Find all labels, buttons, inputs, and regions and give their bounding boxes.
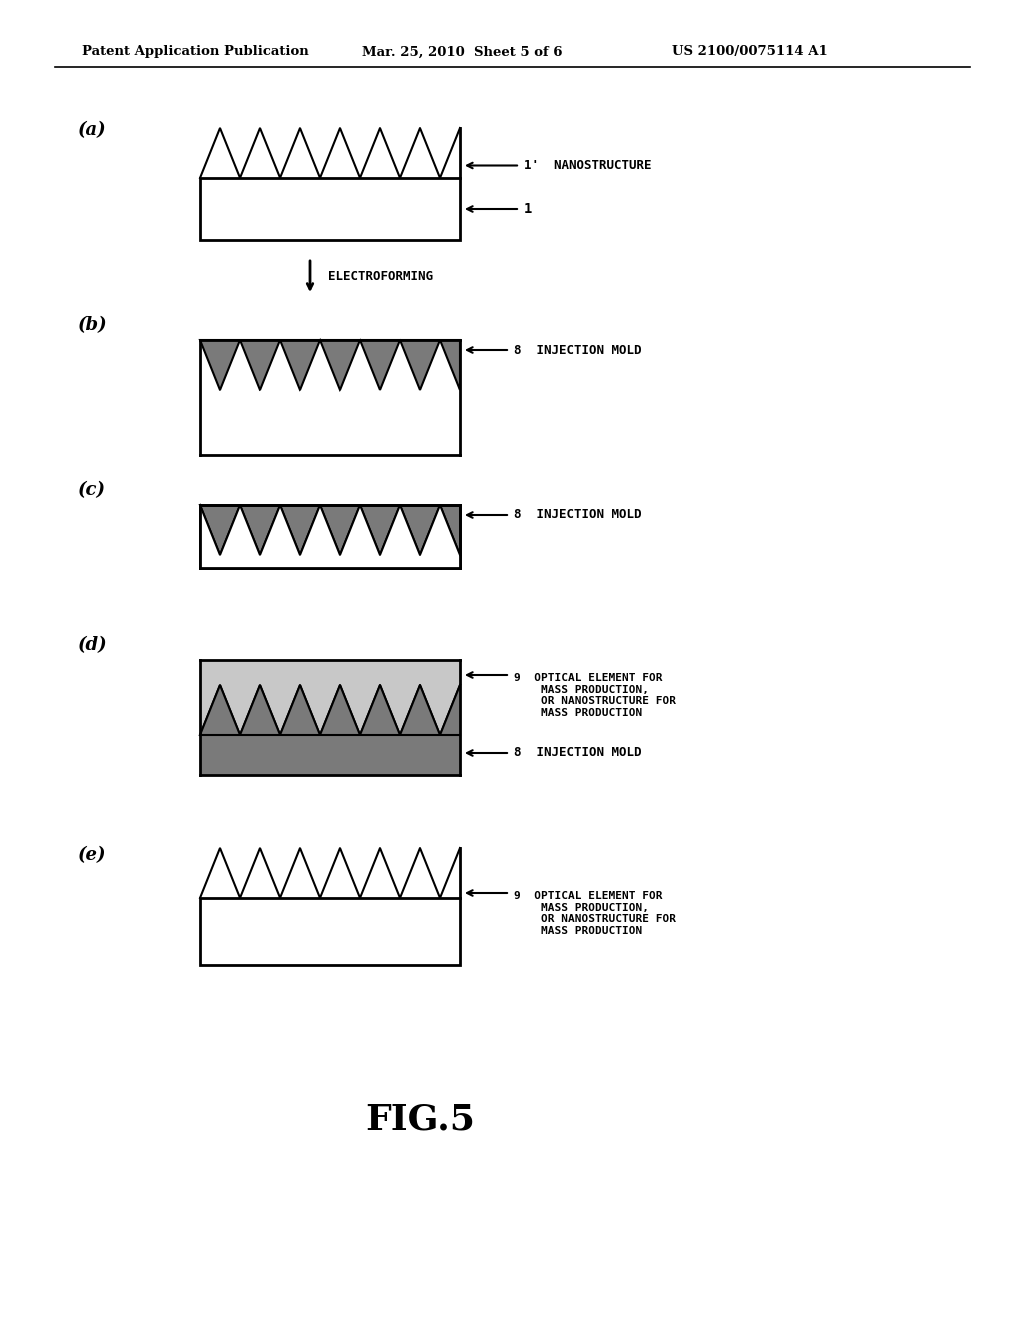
Text: 9  OPTICAL ELEMENT FOR
    MASS PRODUCTION,
    OR NANOSTRUCTURE FOR
    MASS PR: 9 OPTICAL ELEMENT FOR MASS PRODUCTION, O…	[514, 891, 676, 936]
Polygon shape	[200, 341, 460, 389]
Text: 9  OPTICAL ELEMENT FOR
    MASS PRODUCTION,
    OR NANOSTRUCTURE FOR
    MASS PR: 9 OPTICAL ELEMENT FOR MASS PRODUCTION, O…	[514, 673, 676, 718]
Text: (c): (c)	[78, 480, 106, 499]
Bar	[200, 660, 460, 735]
Bar	[200, 178, 460, 240]
Text: ELECTROFORMING: ELECTROFORMING	[328, 271, 433, 282]
Polygon shape	[360, 506, 400, 568]
Polygon shape	[200, 506, 240, 568]
Bar	[200, 735, 460, 775]
Text: FIG.5: FIG.5	[365, 1104, 475, 1137]
Text: 8  INJECTION MOLD: 8 INJECTION MOLD	[514, 343, 641, 356]
Text: 1'  NANOSTRUCTURE: 1' NANOSTRUCTURE	[524, 158, 651, 172]
Text: (d): (d)	[78, 636, 108, 653]
Text: 8  INJECTION MOLD: 8 INJECTION MOLD	[514, 508, 641, 521]
Bar	[200, 506, 460, 568]
Polygon shape	[400, 506, 440, 568]
Text: Patent Application Publication: Patent Application Publication	[82, 45, 309, 58]
Polygon shape	[319, 506, 360, 568]
Text: 8  INJECTION MOLD: 8 INJECTION MOLD	[514, 747, 641, 759]
Text: 1: 1	[524, 202, 532, 216]
Text: (e): (e)	[78, 846, 106, 865]
Text: Mar. 25, 2010  Sheet 5 of 6: Mar. 25, 2010 Sheet 5 of 6	[362, 45, 562, 58]
Polygon shape	[280, 506, 319, 568]
Polygon shape	[200, 685, 460, 735]
Bar	[200, 898, 460, 965]
Text: (a): (a)	[78, 121, 106, 139]
Text: (b): (b)	[78, 315, 108, 334]
Bar	[200, 400, 460, 455]
Polygon shape	[240, 506, 280, 568]
Polygon shape	[440, 506, 460, 568]
Text: US 2100/0075114 A1: US 2100/0075114 A1	[672, 45, 827, 58]
